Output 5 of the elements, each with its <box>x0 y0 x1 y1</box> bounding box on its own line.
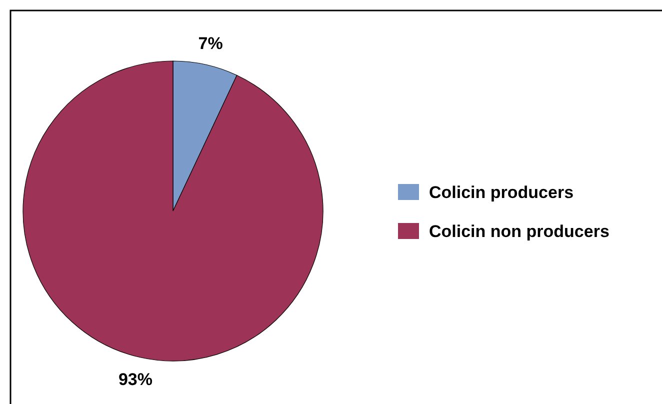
pie-slice <box>22 60 324 362</box>
data-label: 93% <box>118 370 152 389</box>
legend-label: Colicin producers <box>429 182 574 202</box>
data-label: 7% <box>198 34 223 54</box>
legend-label: Colicin non producers <box>429 222 610 241</box>
